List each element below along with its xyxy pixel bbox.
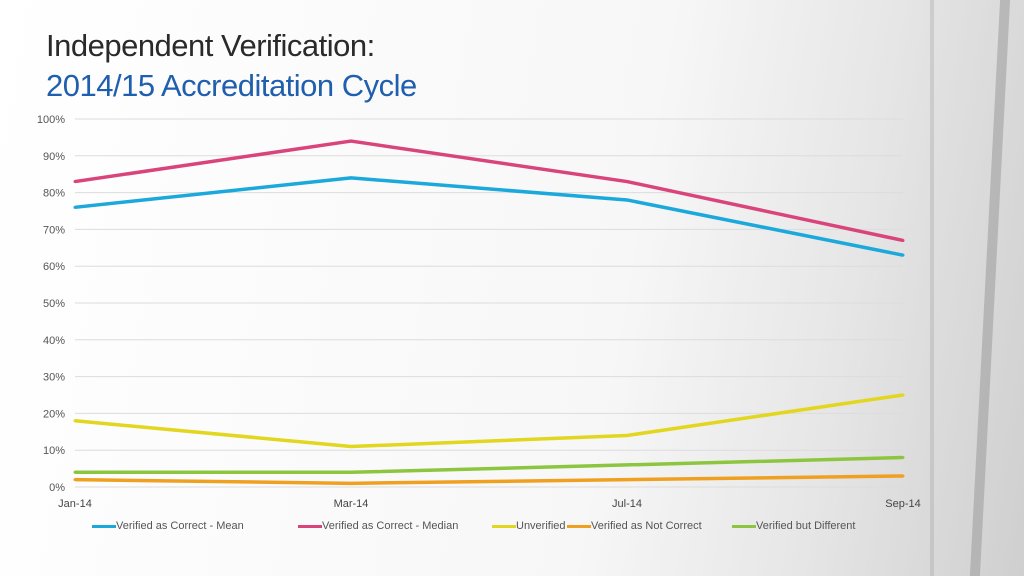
data-point xyxy=(73,478,77,482)
series-line xyxy=(74,393,904,449)
legend-label: Verified as Correct - Median xyxy=(322,520,459,532)
slide-subtitle: 2014/15 Accreditation Cycle xyxy=(46,68,417,103)
y-tick-label: 40% xyxy=(43,335,65,347)
data-point xyxy=(901,456,905,460)
x-tick-label: Jul-14 xyxy=(612,498,642,510)
y-tick-label: 100% xyxy=(37,114,65,126)
series-line xyxy=(74,176,904,257)
series-line xyxy=(74,139,904,243)
chart-legend: Verified as Correct - Mean Verified as Co… xyxy=(92,520,882,532)
legend-item: Unverified xyxy=(492,520,567,532)
data-point xyxy=(349,470,353,474)
legend-item: Verified as Correct - Median xyxy=(298,520,492,532)
legend-label: Verified as Correct - Mean xyxy=(116,520,244,532)
y-tick-label: 70% xyxy=(43,224,65,236)
legend-label: Unverified xyxy=(516,520,566,532)
window-frame-decoration xyxy=(930,0,934,576)
series-line xyxy=(74,474,904,486)
data-point xyxy=(625,478,629,482)
data-point xyxy=(901,393,905,397)
y-tick-label: 20% xyxy=(43,408,65,420)
y-tick-label: 50% xyxy=(43,298,65,310)
x-tick-label: Sep-14 xyxy=(885,498,920,510)
legend-swatch xyxy=(492,524,516,528)
data-point xyxy=(73,180,77,184)
legend-label: Verified as Not Correct xyxy=(591,520,702,532)
data-point xyxy=(349,445,353,449)
data-point xyxy=(349,481,353,485)
legend-swatch xyxy=(732,524,756,528)
legend-swatch xyxy=(567,524,591,528)
slide-title: Independent Verification: xyxy=(46,28,375,63)
legend-label: Verified but Different xyxy=(756,520,856,532)
data-point xyxy=(625,463,629,467)
data-point xyxy=(73,470,77,474)
y-tick-label: 30% xyxy=(43,372,65,384)
y-tick-label: 80% xyxy=(43,188,65,200)
legend-swatch xyxy=(92,524,116,528)
y-tick-label: 10% xyxy=(43,445,65,457)
series-line xyxy=(75,455,904,475)
data-point xyxy=(901,474,905,478)
legend-item: Verified as Not Correct xyxy=(567,520,732,532)
data-point xyxy=(349,139,353,143)
x-tick-label: Mar-14 xyxy=(334,498,369,510)
data-point xyxy=(901,253,905,257)
data-point xyxy=(625,198,629,202)
data-point xyxy=(901,238,905,242)
data-point xyxy=(73,419,77,423)
legend-item: Verified as Correct - Mean xyxy=(92,520,298,532)
legend-swatch xyxy=(298,524,322,528)
data-point xyxy=(73,205,77,209)
y-tick-label: 0% xyxy=(49,482,65,494)
y-tick-label: 60% xyxy=(43,261,65,273)
legend-item: Verified but Different xyxy=(732,520,882,532)
data-point xyxy=(625,433,629,437)
x-tick-label: Jan-14 xyxy=(58,498,92,510)
data-point xyxy=(349,176,353,180)
data-point xyxy=(625,180,629,184)
y-tick-label: 90% xyxy=(43,151,65,163)
